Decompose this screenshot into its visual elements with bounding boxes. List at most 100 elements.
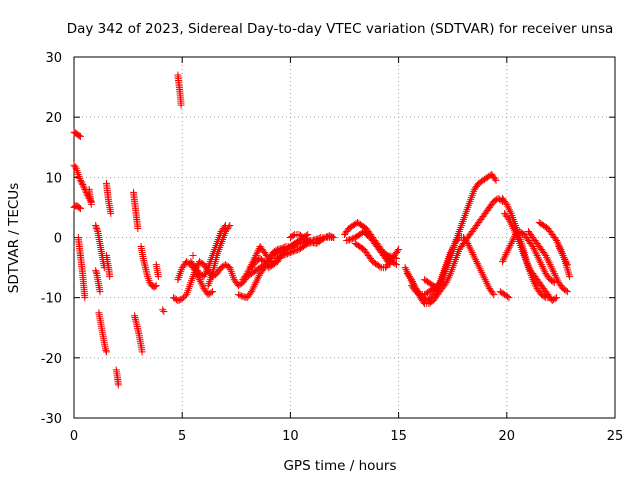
data-point <box>447 249 455 257</box>
data-point <box>505 243 513 251</box>
data-point <box>476 265 484 273</box>
data-point <box>454 235 462 243</box>
data-point <box>543 255 551 263</box>
data-point <box>79 181 87 189</box>
data-point <box>276 253 284 261</box>
data-point <box>539 264 547 272</box>
y-tick-label: 0 <box>54 232 62 247</box>
data-point <box>226 221 234 229</box>
data-point <box>402 265 410 273</box>
data-point <box>75 204 83 212</box>
data-point <box>200 273 208 281</box>
data-point <box>449 243 457 251</box>
data-point <box>250 282 258 290</box>
data-point <box>159 306 167 314</box>
data-point <box>479 272 487 280</box>
data-point <box>540 293 548 301</box>
data-point <box>506 208 514 216</box>
data-point <box>248 286 256 294</box>
data-point <box>558 250 566 258</box>
data-point <box>550 270 558 278</box>
data-point <box>251 280 259 288</box>
data-point <box>507 240 515 248</box>
data-point <box>388 253 396 261</box>
data-point <box>302 236 310 244</box>
data-point <box>330 234 338 241</box>
x-axis-label: GPS time / hours <box>283 458 396 474</box>
data-point <box>537 261 545 269</box>
data-point <box>543 253 551 261</box>
data-point <box>523 259 531 267</box>
data-point <box>551 295 559 303</box>
data-point <box>253 250 261 258</box>
data-point <box>175 296 183 304</box>
y-tick-labels: 30 20 10 0 -10 -20 -30 <box>41 51 62 427</box>
data-point <box>419 298 427 306</box>
data-point <box>408 276 416 284</box>
y-axis-label: SDTVAR / TECUs <box>6 183 22 293</box>
data-point <box>525 263 533 271</box>
data-point <box>483 279 491 287</box>
data-point <box>544 257 552 265</box>
data-point <box>474 261 482 269</box>
data-point <box>505 206 513 214</box>
data-point <box>225 223 233 231</box>
data-point <box>81 294 89 302</box>
data-point <box>154 273 162 281</box>
data-point <box>289 231 297 239</box>
data-point <box>500 254 508 262</box>
data-point <box>530 244 538 252</box>
data-point <box>503 200 511 208</box>
data-point <box>491 175 499 183</box>
data-point <box>321 234 329 241</box>
data-point <box>533 252 541 260</box>
data-point <box>395 246 403 254</box>
data-point <box>102 348 110 356</box>
data-point <box>559 252 567 260</box>
data-point <box>557 248 565 256</box>
data-point <box>553 275 561 283</box>
data-point <box>75 132 83 140</box>
x-tick-labels: 0 5 10 15 20 25 <box>70 429 623 444</box>
y-tick-label: 10 <box>45 171 62 186</box>
data-point <box>284 250 292 258</box>
data-point <box>234 291 242 299</box>
data-point <box>466 243 474 251</box>
data-point <box>202 269 210 277</box>
data-point <box>506 241 514 249</box>
data-point <box>320 235 328 243</box>
data-point <box>501 252 509 260</box>
data-point <box>444 275 452 283</box>
data-point <box>510 234 518 242</box>
data-point <box>286 249 294 257</box>
data-point <box>524 261 532 269</box>
data-point <box>466 245 474 253</box>
data-point <box>509 224 517 232</box>
data-point <box>489 289 497 297</box>
data-point <box>506 217 514 225</box>
data-point <box>102 346 110 354</box>
data-point <box>522 258 530 266</box>
data-point <box>508 238 516 246</box>
y-tick-label: 30 <box>45 51 62 66</box>
data-point <box>92 221 100 229</box>
data-point <box>253 277 261 285</box>
data-point <box>547 262 555 270</box>
data-point <box>138 348 146 356</box>
data-point <box>415 290 423 298</box>
data-point <box>530 279 538 287</box>
data-point <box>553 237 561 245</box>
data-point <box>236 291 244 299</box>
data-point <box>305 237 313 245</box>
data-points <box>70 71 574 389</box>
data-point <box>107 209 115 217</box>
data-point <box>480 274 488 282</box>
data-point <box>254 275 262 283</box>
data-point <box>207 289 215 297</box>
data-point <box>445 273 453 281</box>
data-point <box>472 256 480 264</box>
data-point <box>455 234 463 241</box>
data-point <box>479 270 487 278</box>
axis-ticks <box>73 56 616 419</box>
data-point <box>503 249 511 257</box>
